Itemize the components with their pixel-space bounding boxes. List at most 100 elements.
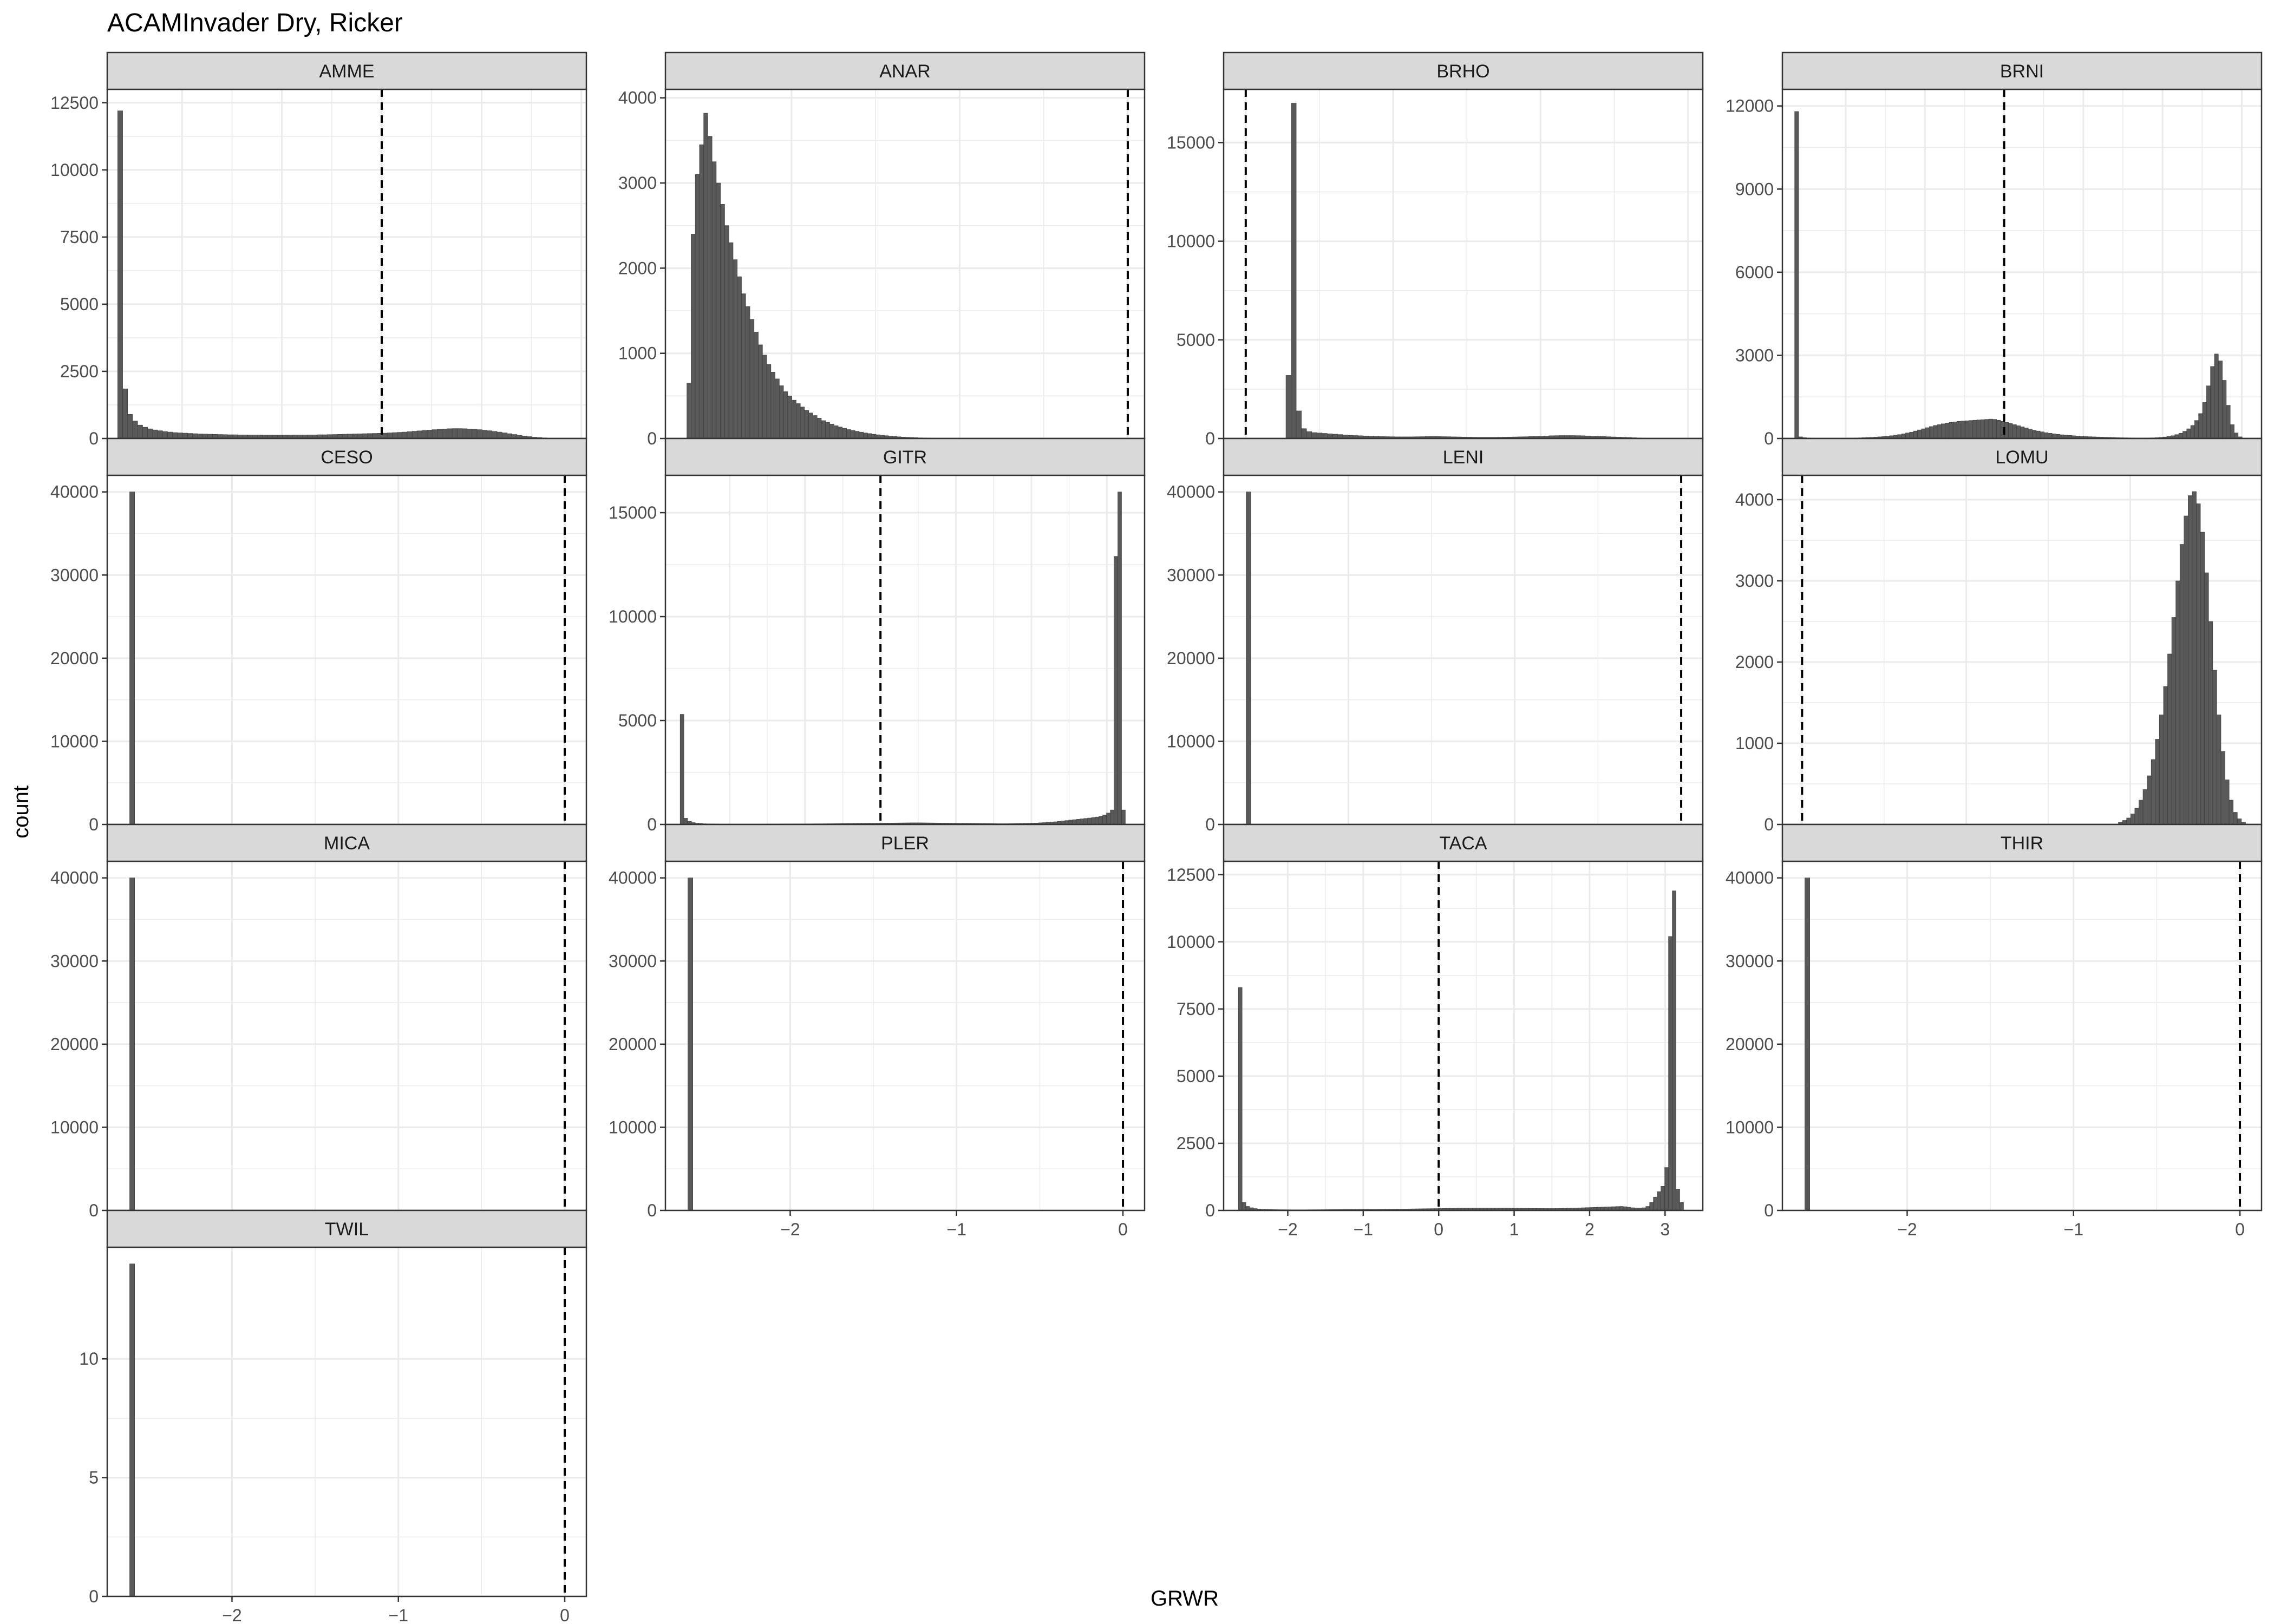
- histogram-bar: [2212, 670, 2217, 825]
- histogram-bar: [127, 414, 133, 439]
- y-tick-label: 10000: [1726, 1117, 1774, 1137]
- histogram-bar: [1099, 816, 1103, 825]
- histogram-bar: [1940, 423, 1945, 439]
- panel-anar: ANAR−2−1001000200030004000: [618, 51, 1146, 467]
- y-tick-label: 4000: [618, 88, 657, 108]
- histogram-bar: [2230, 424, 2234, 439]
- histogram-bar: [825, 422, 830, 439]
- facet-strip: [106, 1209, 587, 1248]
- histogram-bar: [187, 433, 193, 439]
- y-tick-label: 20000: [609, 1034, 657, 1054]
- histogram-bar: [1285, 375, 1291, 439]
- histogram-bar: [1964, 420, 1969, 439]
- facet-label: BRHO: [1436, 61, 1489, 82]
- panel-background: [1782, 89, 2262, 438]
- histogram-bar: [1118, 492, 1122, 825]
- x-tick-label: 0: [1118, 1220, 1128, 1239]
- histogram-bar: [147, 428, 153, 439]
- histogram-bar: [2040, 431, 2044, 439]
- histogram-bar: [2020, 427, 2025, 439]
- histogram-bar: [496, 431, 502, 439]
- facet-strip: [1781, 437, 2263, 476]
- panel-background: [107, 89, 586, 438]
- histogram-bar: [1087, 817, 1092, 825]
- histogram-bar: [2032, 430, 2037, 439]
- y-tick-label: 0: [89, 1201, 99, 1220]
- histogram-bar: [758, 344, 763, 439]
- histogram-bar: [2048, 433, 2053, 439]
- histogram-bar: [2225, 780, 2230, 825]
- histogram-bar: [2220, 751, 2225, 825]
- histogram-bar: [1316, 433, 1323, 439]
- histogram-bar: [172, 432, 178, 439]
- histogram-bar: [708, 136, 713, 439]
- facet-label: CESO: [321, 447, 373, 468]
- facet-strip: [1223, 437, 1704, 476]
- x-tick-label: −2: [780, 1220, 800, 1239]
- histogram-bar: [2163, 686, 2168, 825]
- facet-label: TWIL: [325, 1219, 369, 1240]
- histogram-bar: [762, 355, 767, 439]
- histogram-bar: [1657, 1191, 1661, 1211]
- histogram-bar: [437, 429, 442, 439]
- facet-strip: [106, 437, 587, 476]
- histogram-bar: [407, 431, 413, 439]
- histogram-bar: [2204, 572, 2209, 825]
- y-tick-label: 10000: [50, 731, 99, 751]
- y-tick-label: 30000: [50, 565, 99, 585]
- panel-background: [1224, 861, 1703, 1210]
- histogram-bar: [1901, 433, 1906, 439]
- histogram-bar: [2200, 532, 2205, 825]
- x-tick-label: −2: [222, 1606, 241, 1624]
- histogram-bar: [2134, 808, 2139, 825]
- histogram-bar: [2178, 433, 2183, 439]
- histogram-bar: [1241, 1202, 1246, 1211]
- y-tick-label: 20000: [50, 1034, 99, 1054]
- histogram-bar: [2210, 366, 2215, 439]
- facet-strip: [664, 437, 1146, 476]
- histogram-bar: [829, 423, 834, 439]
- histogram-bar: [117, 110, 123, 439]
- facet-label: MICA: [324, 833, 370, 854]
- histogram-bar: [152, 429, 158, 439]
- histogram-bar: [392, 432, 397, 439]
- y-tick-label: 40000: [50, 868, 99, 888]
- histogram-bar: [492, 431, 498, 439]
- histogram-bar: [162, 431, 168, 439]
- panel-gitr: GITR−2−10123050001000015000: [609, 437, 1146, 853]
- x-tick-label: −2: [1897, 1220, 1917, 1239]
- histogram-bar: [1952, 421, 1957, 439]
- histogram-bar: [1102, 815, 1107, 825]
- histogram-bar: [733, 259, 738, 439]
- histogram-bar: [1945, 423, 1950, 439]
- histogram-bar: [2159, 715, 2164, 825]
- histogram-bar: [1676, 1189, 1680, 1211]
- histogram-bar: [2237, 818, 2242, 825]
- y-axis-title: count: [9, 785, 33, 839]
- y-tick-label: 0: [89, 429, 99, 448]
- histogram-bar: [1296, 410, 1302, 439]
- histogram-bar: [442, 429, 448, 439]
- histogram-bar: [816, 417, 822, 439]
- facet-strip: [1223, 823, 1704, 862]
- y-tick-label: 6000: [1735, 263, 1774, 282]
- histogram-bar: [2186, 428, 2191, 439]
- histogram-bar: [2226, 405, 2231, 439]
- histogram-bar: [352, 434, 358, 439]
- y-tick-label: 40000: [1726, 868, 1774, 888]
- facet-panels: AMME−2−101202500500075001000012500ANAR−2…: [50, 51, 2263, 1624]
- histogram-bar: [854, 431, 860, 439]
- histogram-bar: [1121, 809, 1126, 825]
- histogram-bar: [838, 427, 843, 439]
- panel-lomu: LOMU01201000200030004000: [1735, 437, 2263, 853]
- histogram-bar: [447, 428, 453, 439]
- panel-background: [107, 1247, 586, 1596]
- y-tick-label: 10000: [1167, 731, 1215, 751]
- histogram-bar: [1976, 420, 1981, 439]
- histogram-bar: [2016, 425, 2021, 439]
- panel-amme: AMME−2−101202500500075001000012500: [50, 51, 587, 467]
- y-tick-label: 10000: [1167, 932, 1215, 952]
- y-tick-label: 10: [79, 1349, 99, 1368]
